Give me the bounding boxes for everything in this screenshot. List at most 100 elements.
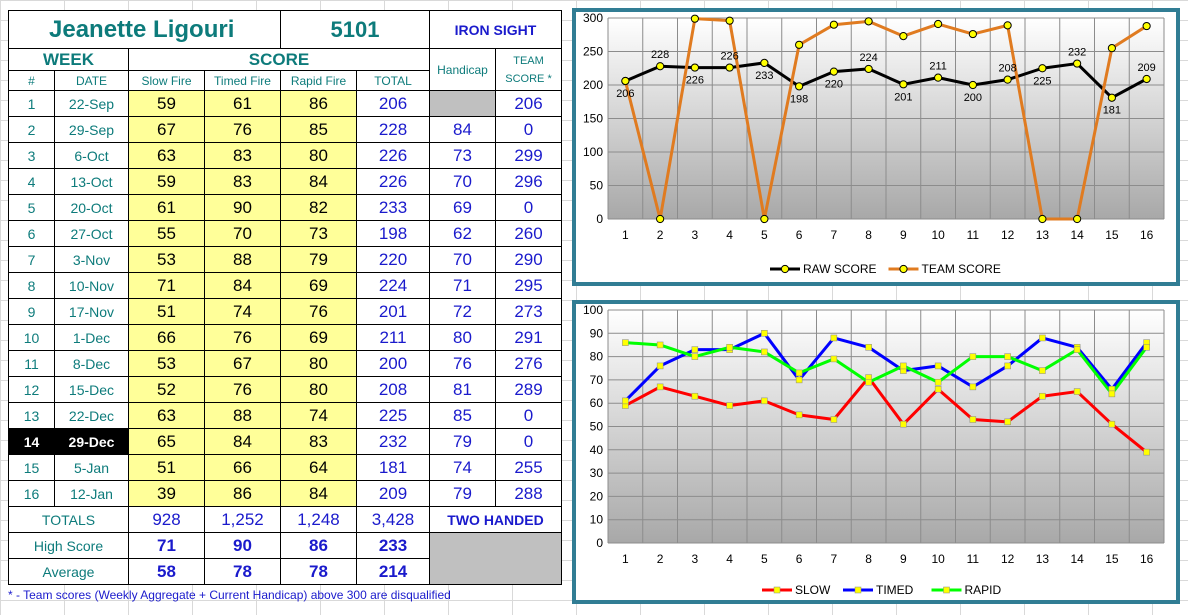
data-point	[726, 344, 733, 351]
cell-timed: 76	[204, 324, 281, 351]
cell-date: 13-Oct	[54, 168, 129, 195]
data-label: 211	[929, 61, 947, 73]
x-tick-label: 8	[865, 552, 872, 566]
cell-handicap: 84	[429, 116, 496, 143]
data-point	[865, 378, 872, 386]
y-tick-label: 100	[583, 303, 603, 317]
x-tick-label: 15	[1105, 552, 1119, 566]
data-label: 220	[825, 79, 843, 91]
cell-date: 27-Oct	[54, 220, 129, 247]
table-row: 14 29-Dec 65 84 83 232 79 0	[8, 428, 562, 455]
data-point	[1073, 59, 1082, 68]
table-row: 11 8-Dec 53 67 80 200 76 276	[8, 350, 562, 377]
team-score-header: TEAM SCORE *	[495, 48, 562, 91]
data-point	[795, 411, 803, 419]
cell-total: 232	[356, 428, 430, 455]
cell-timed: 67	[204, 350, 281, 377]
team-score-header-line2: SCORE *	[505, 72, 552, 85]
data-point	[1142, 74, 1151, 84]
y-tick-label: 70	[590, 373, 604, 387]
week-header: WEEK	[8, 48, 129, 71]
high-total: 233	[356, 532, 430, 559]
x-tick-label: 7	[831, 552, 838, 566]
data-point	[1073, 214, 1082, 224]
x-tick-label: 10	[931, 552, 945, 566]
x-tick-label: 14	[1070, 228, 1084, 242]
y-tick-label: 40	[590, 443, 604, 457]
cell-handicap	[429, 90, 496, 117]
data-point	[690, 63, 699, 72]
cell-total: 201	[356, 298, 430, 325]
data-point	[761, 397, 768, 405]
cell-rapid: 83	[280, 428, 357, 455]
data-point	[691, 392, 699, 400]
totals-total: 3,428	[356, 506, 430, 533]
data-point	[830, 416, 838, 423]
legend-label: RAW SCORE	[803, 262, 877, 276]
data-point	[656, 341, 664, 349]
cell-slow: 63	[128, 402, 205, 429]
legend-entry: RAPID	[931, 583, 1002, 597]
cell-week: 8	[8, 272, 55, 299]
x-tick-label: 2	[657, 228, 664, 242]
cell-total: 208	[356, 376, 430, 403]
cell-timed: 84	[204, 428, 281, 455]
x-tick-label: 2	[657, 552, 664, 566]
table-row: 5 20-Oct 61 90 82 233 69 0	[8, 194, 562, 221]
cell-total: 225	[356, 402, 430, 429]
cell-rapid: 85	[280, 116, 357, 143]
x-tick-label: 1	[622, 552, 629, 566]
cell-rapid: 84	[280, 480, 357, 507]
table-row: 15 5-Jan 51 66 64 181 74 255	[8, 454, 562, 481]
y-tick-label: 0	[596, 212, 603, 226]
cell-total: 228	[356, 116, 430, 143]
data-point	[934, 19, 943, 29]
cell-team: 0	[495, 116, 562, 143]
table-row: 9 17-Nov 51 74 76 201 72 273	[8, 298, 562, 325]
y-tick-label: 10	[590, 513, 604, 527]
x-tick-label: 5	[761, 228, 768, 242]
cell-week: 11	[8, 350, 55, 377]
data-point	[900, 420, 907, 428]
y-tick-label: 250	[583, 45, 603, 59]
data-label: 226	[720, 51, 738, 63]
cell-date: 8-Dec	[54, 350, 129, 377]
cell-timed: 84	[204, 272, 281, 299]
data-point	[830, 355, 838, 363]
cell-handicap: 71	[429, 272, 496, 299]
x-tick-label: 12	[1001, 552, 1015, 566]
data-point	[899, 80, 908, 89]
totals-timed: 1,252	[204, 506, 281, 533]
cell-total: 198	[356, 220, 430, 247]
two-handed-label: TWO HANDED	[429, 506, 562, 533]
data-point	[1107, 44, 1116, 53]
cell-total: 211	[356, 324, 430, 351]
cell-team: 299	[495, 142, 562, 169]
x-tick-label: 16	[1140, 228, 1154, 242]
cell-slow: 67	[128, 116, 205, 143]
series-line-rapid	[625, 341, 1148, 396]
x-tick-label: 8	[865, 228, 872, 242]
data-point	[968, 80, 977, 90]
series-line-slow	[624, 376, 1148, 454]
x-tick-label: 6	[796, 552, 803, 566]
cell-timed: 74	[204, 298, 281, 325]
cell-timed: 83	[204, 142, 281, 169]
table-row: 7 3-Nov 53 88 79 220 70 290	[8, 246, 562, 273]
legend-entry: TEAM SCORE	[888, 262, 1001, 276]
totals-rapid: 1,248	[280, 506, 357, 533]
cell-team: 260	[495, 220, 562, 247]
avg-total: 214	[356, 558, 430, 585]
data-label: 226	[686, 75, 704, 87]
data-point	[864, 17, 873, 26]
high-score-label: High Score	[8, 532, 129, 559]
cell-slow: 39	[128, 480, 205, 507]
data-point	[830, 334, 838, 342]
cell-handicap: 72	[429, 298, 496, 325]
cell-slow: 59	[128, 168, 205, 195]
cell-team: 0	[495, 402, 562, 429]
cell-team: 255	[495, 454, 562, 481]
table-row: 13 22-Dec 63 88 74 225 85 0	[8, 402, 562, 429]
cell-rapid: 82	[280, 194, 357, 221]
cell-team: 206	[495, 90, 562, 117]
